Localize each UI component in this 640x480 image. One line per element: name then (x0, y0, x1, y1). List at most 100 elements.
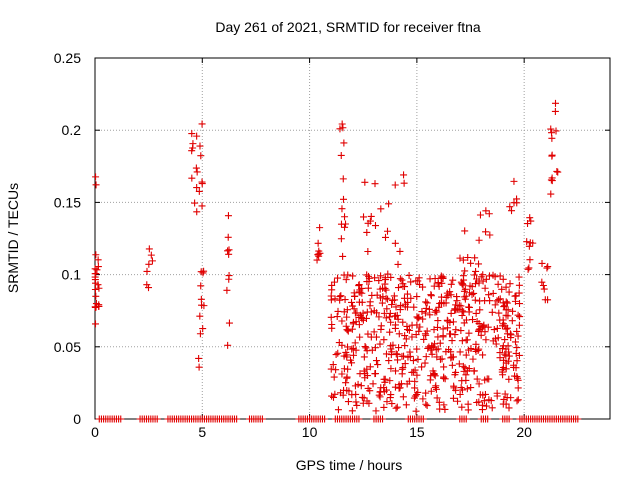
data-point (375, 391, 383, 399)
data-point (442, 293, 450, 301)
data-point (456, 348, 464, 356)
data-point (340, 139, 348, 147)
data-point (387, 318, 395, 326)
data-point (385, 357, 393, 365)
data-point (349, 344, 357, 352)
data-point (332, 351, 340, 359)
data-point (380, 403, 388, 411)
data-point (423, 402, 431, 410)
y-tick-label: 0 (73, 411, 81, 427)
data-point (467, 384, 475, 392)
data-point (337, 235, 345, 243)
data-point (410, 394, 418, 402)
data-point (457, 327, 465, 335)
data-point (434, 317, 442, 325)
data-point (448, 353, 456, 361)
data-point (355, 313, 363, 321)
data-point (429, 367, 437, 375)
data-point (366, 363, 374, 371)
data-point (195, 354, 203, 362)
data-point (200, 302, 208, 310)
data-point (416, 281, 424, 289)
data-point (404, 353, 412, 361)
data-point (475, 380, 483, 388)
data-point (331, 390, 339, 398)
data-point (360, 394, 368, 402)
data-point (338, 317, 346, 325)
data-point (374, 361, 382, 369)
data-point (387, 351, 395, 359)
data-point (93, 266, 101, 274)
data-point (355, 298, 363, 306)
data-point (513, 357, 521, 365)
data-point (91, 285, 99, 293)
data-point (456, 254, 464, 262)
data-point (432, 346, 440, 354)
data-point (486, 231, 494, 239)
data-point (153, 415, 161, 423)
data-point (505, 375, 513, 383)
data-point (334, 349, 342, 357)
data-point (452, 368, 460, 376)
data-point (372, 333, 380, 341)
data-point (383, 305, 391, 313)
data-point (420, 335, 428, 343)
data-point (381, 233, 389, 241)
data-point (348, 391, 356, 399)
data-point (434, 323, 442, 331)
data-point (502, 325, 510, 333)
data-point (394, 260, 402, 268)
data-point (258, 415, 266, 423)
data-point (349, 320, 357, 328)
data-point (399, 282, 407, 290)
data-point (477, 331, 485, 339)
data-point (505, 288, 513, 296)
data-point (458, 337, 466, 345)
data-point (453, 297, 461, 305)
data-point (391, 181, 399, 189)
data-point (482, 228, 490, 236)
data-point (384, 270, 392, 278)
data-point (457, 302, 465, 310)
data-point (552, 127, 560, 135)
data-point (464, 406, 472, 414)
data-point (355, 282, 363, 290)
data-point (510, 177, 518, 185)
data-point (371, 222, 379, 230)
data-point (547, 176, 555, 184)
data-point (197, 268, 205, 276)
data-point (337, 292, 345, 300)
data-point (389, 341, 397, 349)
data-point (475, 345, 483, 353)
data-point (454, 397, 462, 405)
data-point (411, 377, 419, 385)
data-point (392, 367, 400, 375)
data-point (333, 313, 341, 321)
data-point (421, 330, 429, 338)
data-point (386, 377, 394, 385)
data-point (515, 273, 523, 281)
data-point (381, 280, 389, 288)
data-point (436, 299, 444, 307)
data-point (225, 275, 233, 283)
data-point (330, 393, 338, 401)
data-point (348, 298, 356, 306)
data-point (91, 273, 99, 281)
data-point (371, 180, 379, 188)
data-point (496, 272, 504, 280)
data-point (428, 350, 436, 358)
data-point (482, 336, 490, 344)
data-point (380, 388, 388, 396)
data-point (481, 284, 489, 292)
grid (95, 58, 610, 419)
data-point (401, 360, 409, 368)
data-point (529, 239, 537, 247)
data-point (553, 167, 561, 175)
data-point (456, 391, 464, 399)
data-point (403, 326, 411, 334)
data-point (233, 415, 241, 423)
data-point (510, 199, 518, 207)
data-point (475, 260, 483, 268)
data-point (452, 301, 460, 309)
